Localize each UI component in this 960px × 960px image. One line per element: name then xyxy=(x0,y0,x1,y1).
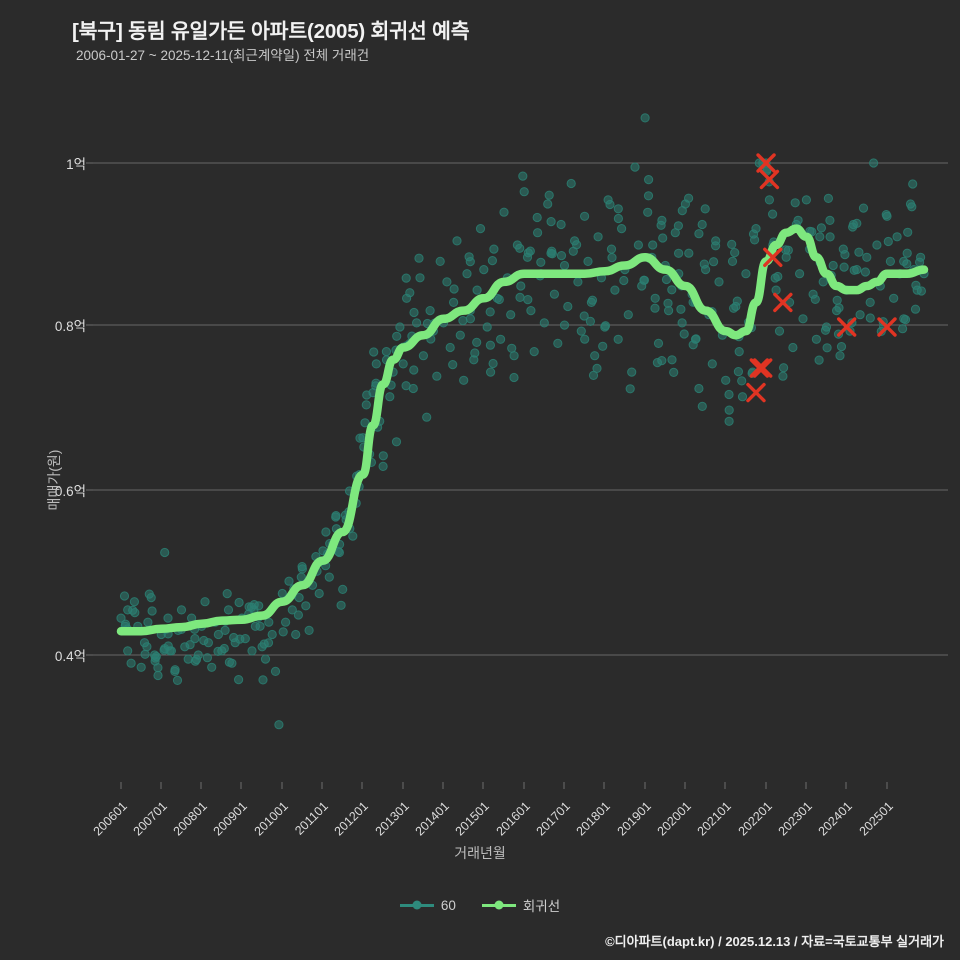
y-axis-ticks: 1억 0.8억 0.6억 0.4억 xyxy=(0,0,86,960)
chart-legend: 60 회귀선 xyxy=(0,895,960,915)
scatter-points xyxy=(116,113,929,730)
gridlines xyxy=(86,162,948,656)
legend-label: 회귀선 xyxy=(522,899,561,914)
outlier-markers xyxy=(746,153,897,403)
legend-swatch-icon xyxy=(481,903,516,907)
x-axis-label: 거래년월 xyxy=(454,845,506,861)
x-tick-marks xyxy=(120,782,888,789)
y-tick-label: 0.8억 xyxy=(54,319,86,334)
legend-label: 60 xyxy=(440,897,456,913)
y-axis-label: 매매가(원) xyxy=(46,449,62,511)
page-title: [북구] 동림 유일가든 아파트(2005) 회귀선 예측 xyxy=(72,20,470,43)
y-tick-label: 0.6억 xyxy=(54,484,86,499)
y-tick-label: 1억 xyxy=(66,157,86,172)
footer-credit: ©디아파트(dapt.kr) / 2025.12.13 / 자료=국토교통부 실… xyxy=(605,934,944,949)
regression-line xyxy=(116,224,929,636)
chart-subtitle: 2006-01-27 ~ 2025-12-11(최근계약일) 전체 거래건 xyxy=(76,48,370,63)
legend-item-regression[interactable]: 회귀선 xyxy=(481,895,561,915)
y-tick-label: 0.4억 xyxy=(54,649,86,664)
legend-swatch-icon xyxy=(399,903,434,907)
legend-item-60[interactable]: 60 xyxy=(399,897,456,913)
